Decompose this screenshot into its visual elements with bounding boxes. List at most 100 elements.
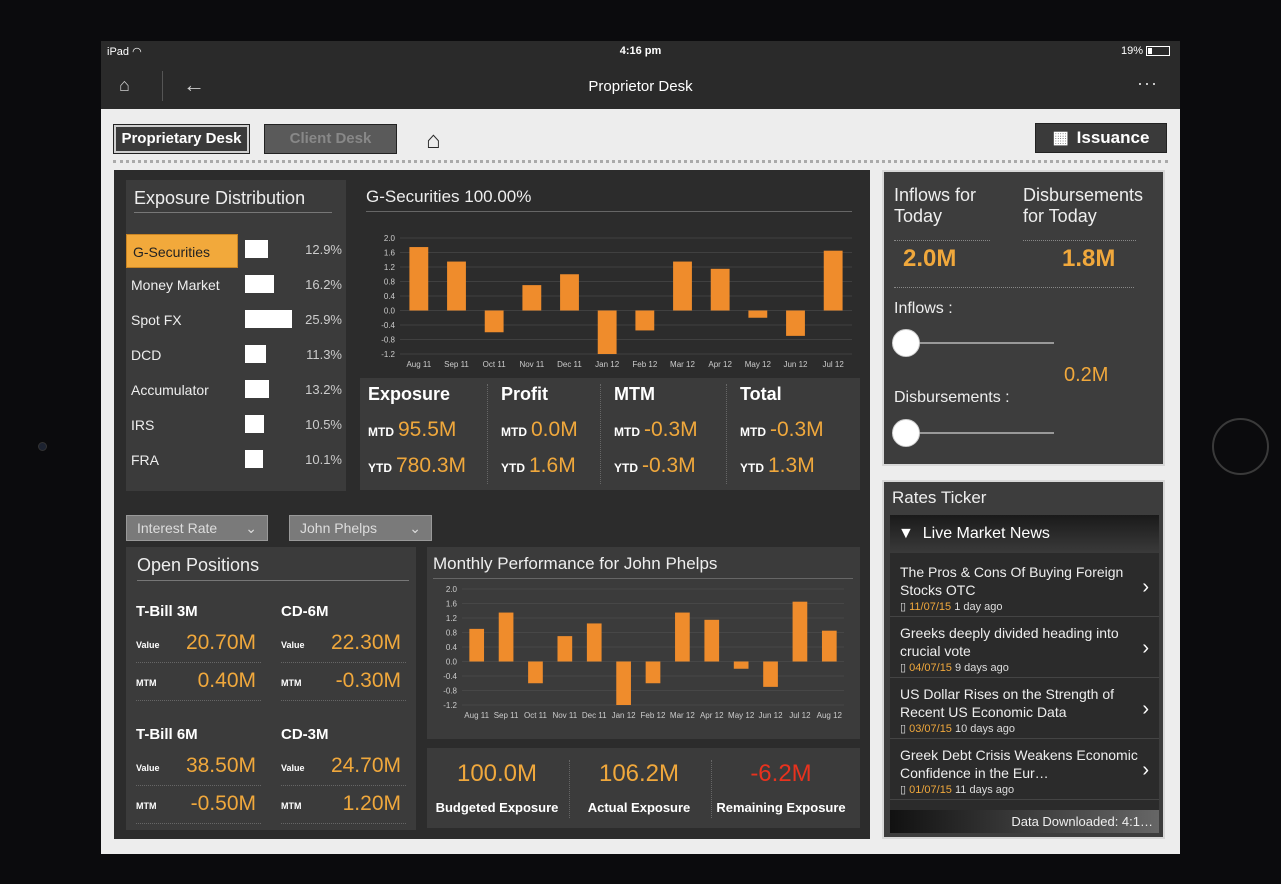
metric-column: Profit MTD 0.0M YTD 1.6M	[493, 378, 618, 490]
metric-divider	[600, 384, 601, 484]
news-meta: ▯ 01/07/15 11 days ago	[900, 783, 1014, 796]
performance-chart-title: Monthly Performance for John Phelps	[433, 554, 718, 573]
type-dropdown[interactable]: Interest Rate ⌄	[126, 515, 268, 541]
y-tick-label: 1.2	[446, 614, 458, 623]
y-tick-label: -0.4	[381, 321, 395, 330]
x-tick-label: Jul 12	[789, 711, 811, 720]
home-hardware-button[interactable]	[1212, 418, 1269, 475]
bar[interactable]	[821, 630, 837, 662]
row-divider	[136, 785, 261, 786]
bar[interactable]	[635, 310, 655, 331]
exposure-row[interactable]: Spot FX 25.9%	[126, 304, 346, 334]
bar[interactable]	[469, 628, 485, 662]
ytd-value: -0.3M	[642, 454, 696, 477]
bar[interactable]	[645, 661, 661, 684]
issuance-button[interactable]: ▦ Issuance	[1035, 123, 1167, 153]
person-dropdown[interactable]: John Phelps ⌄	[289, 515, 432, 541]
exposure-title: Exposure Distribution	[134, 188, 306, 208]
bar[interactable]	[748, 310, 768, 318]
exposure-row[interactable]: G-Securities 12.9%	[126, 234, 346, 268]
page-title: Proprietor Desk	[588, 78, 693, 95]
mtd-label: MTD	[501, 425, 527, 439]
bar[interactable]	[616, 661, 631, 706]
exposure-row[interactable]: IRS 10.5%	[126, 409, 346, 439]
row-divider	[136, 823, 261, 824]
chevron-right-icon[interactable]: ›	[1142, 576, 1149, 598]
news-title: US Dollar Rises on the Strength of Recen…	[900, 686, 1114, 720]
bar[interactable]	[733, 661, 749, 669]
summary-metric: 100.0M Budgeted Exposure	[427, 748, 567, 828]
inflows-slider[interactable]	[892, 329, 1054, 357]
bar[interactable]	[792, 601, 808, 662]
value-label: Value	[281, 763, 305, 773]
bar[interactable]	[710, 268, 730, 311]
chevron-right-icon[interactable]: ›	[1142, 698, 1149, 720]
disbursements-slider[interactable]	[892, 419, 1054, 447]
position-name: CD-3M	[281, 726, 329, 743]
bar[interactable]	[673, 261, 692, 311]
chevron-right-icon[interactable]: ›	[1142, 759, 1149, 781]
more-icon[interactable]: ···	[1137, 73, 1158, 93]
bar[interactable]	[763, 661, 778, 687]
row-divider	[281, 823, 406, 824]
exposure-name: IRS	[131, 417, 155, 433]
battery-status: 19%	[1121, 45, 1170, 57]
document-icon: ▯	[900, 601, 910, 613]
bar[interactable]	[528, 661, 543, 684]
bar[interactable]	[675, 612, 690, 662]
exposure-row[interactable]: Money Market 16.2%	[126, 269, 346, 299]
news-header-label: Live Market News	[922, 525, 1050, 542]
bar[interactable]	[522, 285, 542, 311]
bar[interactable]	[823, 250, 843, 311]
bar[interactable]	[557, 636, 573, 662]
inflows-slider-thumb[interactable]	[892, 329, 920, 357]
bar[interactable]	[786, 310, 805, 336]
news-header[interactable]: ▼ Live Market News	[890, 515, 1159, 553]
y-tick-label: 0.0	[446, 658, 458, 667]
bar[interactable]	[560, 274, 579, 311]
divider	[113, 160, 1168, 163]
exposure-row[interactable]: FRA 10.1%	[126, 444, 346, 474]
person-dropdown-label: John Phelps	[300, 520, 378, 536]
bar[interactable]	[498, 612, 514, 662]
disbursements-slider-thumb[interactable]	[892, 419, 920, 447]
dashboard-home-icon[interactable]: ⌂	[426, 127, 441, 154]
bar[interactable]	[597, 310, 617, 355]
position-name: T-Bill 3M	[136, 603, 198, 620]
news-item[interactable]: Greek Debt Crisis Weakens Economic Confi…	[890, 739, 1159, 800]
type-dropdown-label: Interest Rate	[137, 520, 218, 536]
back-arrow-icon[interactable]: ←	[183, 72, 205, 97]
y-tick-label: -0.4	[443, 672, 457, 681]
collapse-triangle-icon: ▼	[898, 525, 914, 542]
x-tick-label: Aug 12	[817, 711, 843, 720]
bar[interactable]	[586, 623, 602, 662]
position-value: 22.30M	[330, 631, 401, 654]
home-icon[interactable]: ⌂	[119, 75, 130, 95]
bar[interactable]	[704, 619, 720, 662]
bar[interactable]	[447, 261, 466, 311]
bar[interactable]	[409, 247, 429, 311]
summary-label: Remaining Exposure	[716, 800, 846, 815]
tab-proprietary-desk[interactable]: Proprietary Desk	[113, 124, 250, 154]
mtd-label: MTD	[614, 425, 640, 439]
news-item[interactable]: The Pros & Cons Of Buying Foreign Stocks…	[890, 556, 1159, 617]
x-tick-label: Jul 12	[822, 360, 844, 369]
position-mtm: 0.40M	[197, 669, 256, 692]
chevron-right-icon[interactable]: ›	[1142, 637, 1149, 659]
news-item[interactable]: Greeks deeply divided heading into cruci…	[890, 617, 1159, 678]
exposure-row[interactable]: DCD 11.3%	[126, 339, 346, 369]
exposure-row[interactable]: Accumulator 13.2%	[126, 374, 346, 404]
y-tick-label: -1.2	[381, 350, 395, 359]
news-title: Greek Debt Crisis Weakens Economic Confi…	[900, 747, 1138, 781]
nav-divider	[162, 71, 163, 101]
x-tick-label: Aug 11	[464, 711, 489, 720]
news-meta: ▯ 11/07/15 1 day ago	[900, 600, 1003, 613]
battery-percent: 19%	[1120, 45, 1143, 57]
tab-client-desk[interactable]: Client Desk	[264, 124, 397, 154]
news-item[interactable]: US Dollar Rises on the Strength of Recen…	[890, 678, 1159, 739]
bar[interactable]	[484, 310, 504, 333]
metrics-panel: Exposure MTD 95.5M YTD 780.3M Profit MTD 0.0M YT…	[360, 378, 860, 490]
summary-divider	[711, 760, 712, 818]
news-list[interactable]: ▼ Live Market News The Pros & Cons Of Bu…	[890, 515, 1159, 833]
inflows-today-label: Inflows for Today	[894, 185, 977, 226]
